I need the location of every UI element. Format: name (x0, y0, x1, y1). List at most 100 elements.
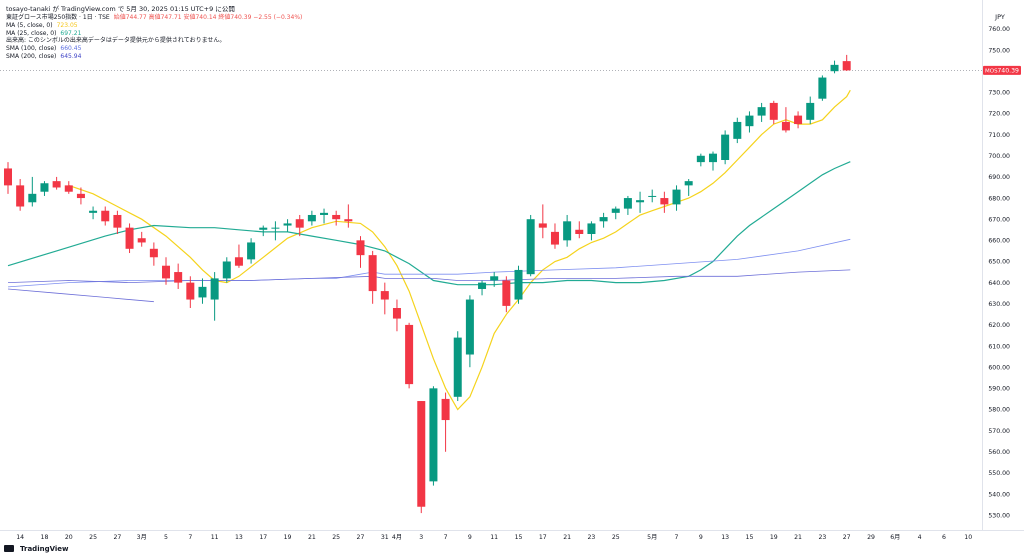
symbol-name[interactable]: 東証グロース市場250指数 · 1日 · TSE (6, 14, 110, 21)
ma-line-1 (7, 161, 851, 286)
candle-body[interactable] (40, 183, 49, 192)
last-price-tag-symbol: MOS (985, 68, 998, 74)
sma200-name: SMA (200, close) (6, 52, 57, 60)
candle-body[interactable] (405, 324, 414, 385)
candle-body[interactable] (611, 208, 620, 213)
x-tick-label: 27 (357, 534, 365, 541)
x-tick-label: 29 (867, 534, 875, 541)
sma100-value: 660.45 (60, 45, 82, 53)
candle-body[interactable] (429, 388, 438, 482)
candle-body[interactable] (198, 286, 207, 298)
candle-body[interactable] (271, 227, 280, 229)
y-tick-label: 760.00 (988, 26, 1010, 33)
candle-body[interactable] (259, 227, 268, 230)
candle-body[interactable] (526, 219, 535, 275)
x-tick-label: 9 (468, 534, 472, 541)
candle-body[interactable] (575, 229, 584, 234)
candle-body[interactable] (465, 299, 474, 355)
candle-body[interactable] (344, 219, 353, 222)
candle-body[interactable] (137, 238, 146, 243)
y-tick-label: 680.00 (988, 195, 1010, 202)
candle-body[interactable] (708, 153, 717, 163)
candle-body[interactable] (320, 212, 329, 215)
candle-body[interactable] (660, 198, 669, 205)
x-tick-label: 27 (113, 534, 121, 541)
candle-body[interactable] (295, 219, 304, 228)
candle-body[interactable] (684, 181, 693, 186)
candle-body[interactable] (174, 272, 183, 283)
y-tick-label: 570.00 (988, 428, 1010, 435)
candle-body[interactable] (563, 221, 572, 241)
x-tick-label: 23 (588, 534, 596, 541)
candle-body[interactable] (478, 282, 487, 289)
candle-body[interactable] (830, 64, 839, 72)
ma-line-2 (7, 238, 851, 288)
candle-body[interactable] (247, 242, 256, 260)
candle-body[interactable] (162, 265, 171, 279)
candle-body[interactable] (101, 210, 110, 222)
ma5-value: 723.05 (56, 21, 78, 29)
tradingview-logo[interactable]: TradingView (4, 545, 69, 553)
y-tick-label: 670.00 (988, 216, 1010, 223)
last-price-tag (983, 65, 1021, 75)
candle-body[interactable] (672, 189, 681, 205)
y-tick-label: 650.00 (988, 259, 1010, 266)
candle-body[interactable] (502, 280, 511, 306)
candle-body[interactable] (733, 121, 742, 139)
candle-body[interactable] (599, 217, 608, 222)
candle-body[interactable] (52, 181, 61, 188)
candle-body[interactable] (186, 282, 195, 300)
candle-body[interactable] (28, 193, 37, 203)
candle-body[interactable] (392, 308, 401, 319)
candle-body[interactable] (842, 61, 851, 71)
y-tick-label: 610.00 (988, 343, 1010, 350)
candle-body[interactable] (490, 276, 499, 281)
legend-sma200-row[interactable]: SMA (200, close) 645.94 (6, 53, 302, 61)
candle-body[interactable] (623, 198, 632, 209)
legend-sma100-row[interactable]: SMA (100, close) 660.45 (6, 45, 302, 53)
candle-body[interactable] (210, 278, 219, 300)
candle-body[interactable] (757, 107, 766, 116)
candle-body[interactable] (794, 115, 803, 125)
candle-body[interactable] (514, 269, 523, 300)
candle-body[interactable] (125, 227, 134, 249)
candle-body[interactable] (16, 185, 25, 207)
candle-body[interactable] (818, 77, 827, 99)
y-tick-label: 550.00 (988, 470, 1010, 477)
candle-body[interactable] (4, 168, 12, 186)
candle-body[interactable] (806, 102, 815, 120)
candle-body[interactable] (76, 193, 85, 199)
y-tick-label: 640.00 (988, 280, 1010, 287)
legend-ma5-row[interactable]: MA (5, close, 0) 723.05 (6, 22, 302, 30)
candle-body[interactable] (550, 231, 559, 245)
candle-body[interactable] (89, 210, 98, 213)
candle-body[interactable] (441, 398, 450, 421)
candle-body[interactable] (587, 223, 596, 234)
candle-body[interactable] (721, 134, 730, 160)
candle-body[interactable] (696, 155, 705, 163)
candle-body[interactable] (648, 195, 657, 197)
candle-body[interactable] (417, 401, 426, 507)
candle-body[interactable] (538, 223, 547, 228)
candle-body[interactable] (356, 240, 365, 256)
candle-body[interactable] (222, 261, 231, 279)
candle-body[interactable] (636, 200, 645, 203)
candle-body[interactable] (234, 257, 243, 266)
candle-body[interactable] (149, 248, 158, 258)
candle-body[interactable] (453, 337, 462, 397)
legend-ma25-row[interactable]: MA (25, close, 0) 697.21 (6, 30, 302, 38)
candle-body[interactable] (64, 185, 73, 192)
candle-body[interactable] (745, 115, 754, 127)
candle-body[interactable] (307, 214, 316, 222)
candle-body[interactable] (283, 223, 292, 226)
candle-body[interactable] (113, 214, 122, 228)
candle-body[interactable] (380, 291, 389, 300)
y-tick-label: 620.00 (988, 322, 1010, 329)
y-tick-label: 630.00 (988, 301, 1010, 308)
x-tick-label: 23 (818, 534, 826, 541)
candle-body[interactable] (781, 121, 790, 131)
candle-body[interactable] (368, 255, 377, 292)
candle-body[interactable] (769, 102, 778, 120)
candle-body[interactable] (332, 214, 341, 220)
